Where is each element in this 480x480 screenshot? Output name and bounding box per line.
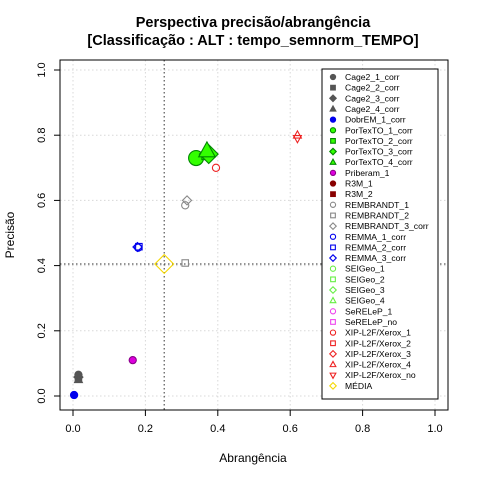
legend-symbol (328, 349, 338, 358)
data-point (181, 195, 193, 206)
legend-entry: SEIGeo_2 (345, 274, 385, 284)
legend-symbol (329, 296, 337, 304)
y-tick-label: 0.2 (36, 323, 48, 338)
x-axis: 0.0 0.2 0.4 0.6 0.8 1.0 (65, 409, 443, 435)
data-point (181, 201, 190, 210)
legend-entry: PorTexTO_4_corr (345, 157, 413, 167)
legend-symbol (330, 191, 336, 198)
data-point (197, 140, 217, 158)
data-point (292, 135, 303, 144)
legend-entry: SEIGeo_3 (345, 285, 385, 295)
legend-symbol (329, 127, 337, 134)
legend-symbol (329, 104, 337, 112)
legend-entry: REMMA_3_corr (345, 253, 406, 263)
legend-entry: Cage2_4_corr (345, 104, 400, 114)
legend-symbol (329, 73, 337, 81)
legend-symbol (329, 329, 337, 336)
x-axis-label: Abrangência (219, 451, 287, 465)
legend-symbol (328, 254, 338, 263)
legend-symbol (328, 381, 338, 390)
legend-entry: REMBRANDT_1 (345, 200, 409, 210)
legend-entry: MÉDIA (345, 381, 372, 391)
legend-symbol (330, 212, 336, 219)
legend-entry: Cage2_3_corr (345, 93, 400, 103)
data-point (69, 390, 79, 400)
legend-entry: XIP-L2F/Xerox_3 (345, 349, 411, 359)
y-tick-label: 0.6 (36, 193, 48, 208)
legend-entry: XIP-L2F/Xerox_4 (345, 360, 411, 370)
legend-entry: SEIGeo_4 (345, 296, 385, 306)
legend-symbol (329, 308, 337, 315)
legend-symbol (328, 285, 338, 295)
legend-symbol (329, 372, 337, 380)
legend-symbol (330, 84, 336, 91)
y-tick-label: 1.0 (36, 62, 48, 77)
legend-entry: SeRELeP_no (345, 317, 397, 327)
legend-entry: PorTexTO_3_corr (345, 147, 413, 157)
legend-symbol (328, 147, 338, 156)
x-tick-label: 1.0 (427, 423, 442, 435)
data-point (73, 374, 84, 384)
legend-entry: Cage2_2_corr (345, 83, 400, 93)
legend-box (321, 68, 439, 400)
reference-lines (60, 60, 448, 410)
legend-entry: DobrEM_1_corr (345, 115, 406, 125)
data-point (132, 241, 143, 253)
legend-entry: PorTexTO_1_corr (345, 125, 413, 135)
legend-entry: REMMA_1_corr (345, 232, 406, 242)
legend-entry: Priberam_1 (345, 168, 390, 178)
legend-symbol (330, 244, 336, 251)
legend-symbol (328, 94, 338, 103)
grid (60, 60, 448, 410)
data-point (292, 129, 303, 139)
legend-entry: REMMA_2_corr (345, 242, 406, 252)
legend-entry: XIP-L2F/Xerox_no (345, 370, 416, 380)
legend-entry: Cage2_1_corr (345, 72, 400, 82)
legend-symbol (329, 201, 337, 208)
y-tick-label: 0.8 (36, 128, 48, 143)
legend-symbol (328, 222, 338, 231)
legend-entry: REMBRANDT_3_corr (345, 221, 429, 231)
legend-entry: REMBRANDT_2 (345, 210, 409, 220)
legend-symbol (329, 157, 337, 165)
data-point (128, 355, 137, 365)
legend-entry: XIP-L2F/Xerox_1 (345, 328, 411, 338)
legend-symbol (330, 276, 336, 283)
y-axis: 0.0 0.2 0.4 0.6 0.8 1.0 (36, 62, 61, 404)
legend-symbol (330, 340, 336, 347)
data-point (181, 259, 190, 267)
legend-symbol (329, 180, 337, 187)
legend-symbol (330, 138, 336, 144)
legend-symbol (329, 233, 337, 240)
legend-entry: R3M_2 (345, 189, 373, 199)
y-tick-label: 0.4 (36, 258, 48, 273)
y-tick-label: 0.0 (36, 388, 48, 403)
legend-symbol (329, 265, 337, 272)
y-axis-label: Precisão (3, 211, 17, 258)
chart-title-line-2: [Classificação : ALT : tempo_semnorm_TEM… (87, 33, 418, 49)
legend: Cage2_1_corrCage2_2_corrCage2_3_corrCage… (321, 68, 439, 400)
legend-symbol (330, 319, 336, 325)
legend-symbol (329, 169, 337, 176)
legend-entry: PorTexTO_2_corr (345, 136, 413, 146)
data-point (211, 163, 221, 172)
data-points (69, 129, 303, 400)
x-tick-label: 0.2 (138, 423, 153, 435)
data-point (154, 253, 175, 275)
legend-entry: SeRELeP_1 (345, 306, 393, 316)
x-tick-label: 0.8 (355, 423, 370, 435)
legend-entry: XIP-L2F/Xerox_2 (345, 338, 411, 348)
x-tick-label: 0.6 (283, 423, 298, 435)
legend-entry: R3M_1 (345, 179, 373, 189)
legend-symbol (329, 360, 337, 368)
legend-entry: SEIGeo_1 (345, 264, 385, 274)
x-tick-label: 0.0 (65, 423, 80, 435)
x-tick-label: 0.4 (210, 423, 225, 435)
chart-title-line-1: Perspectiva precisão/abrangência (136, 15, 371, 31)
legend-symbol (329, 116, 337, 123)
